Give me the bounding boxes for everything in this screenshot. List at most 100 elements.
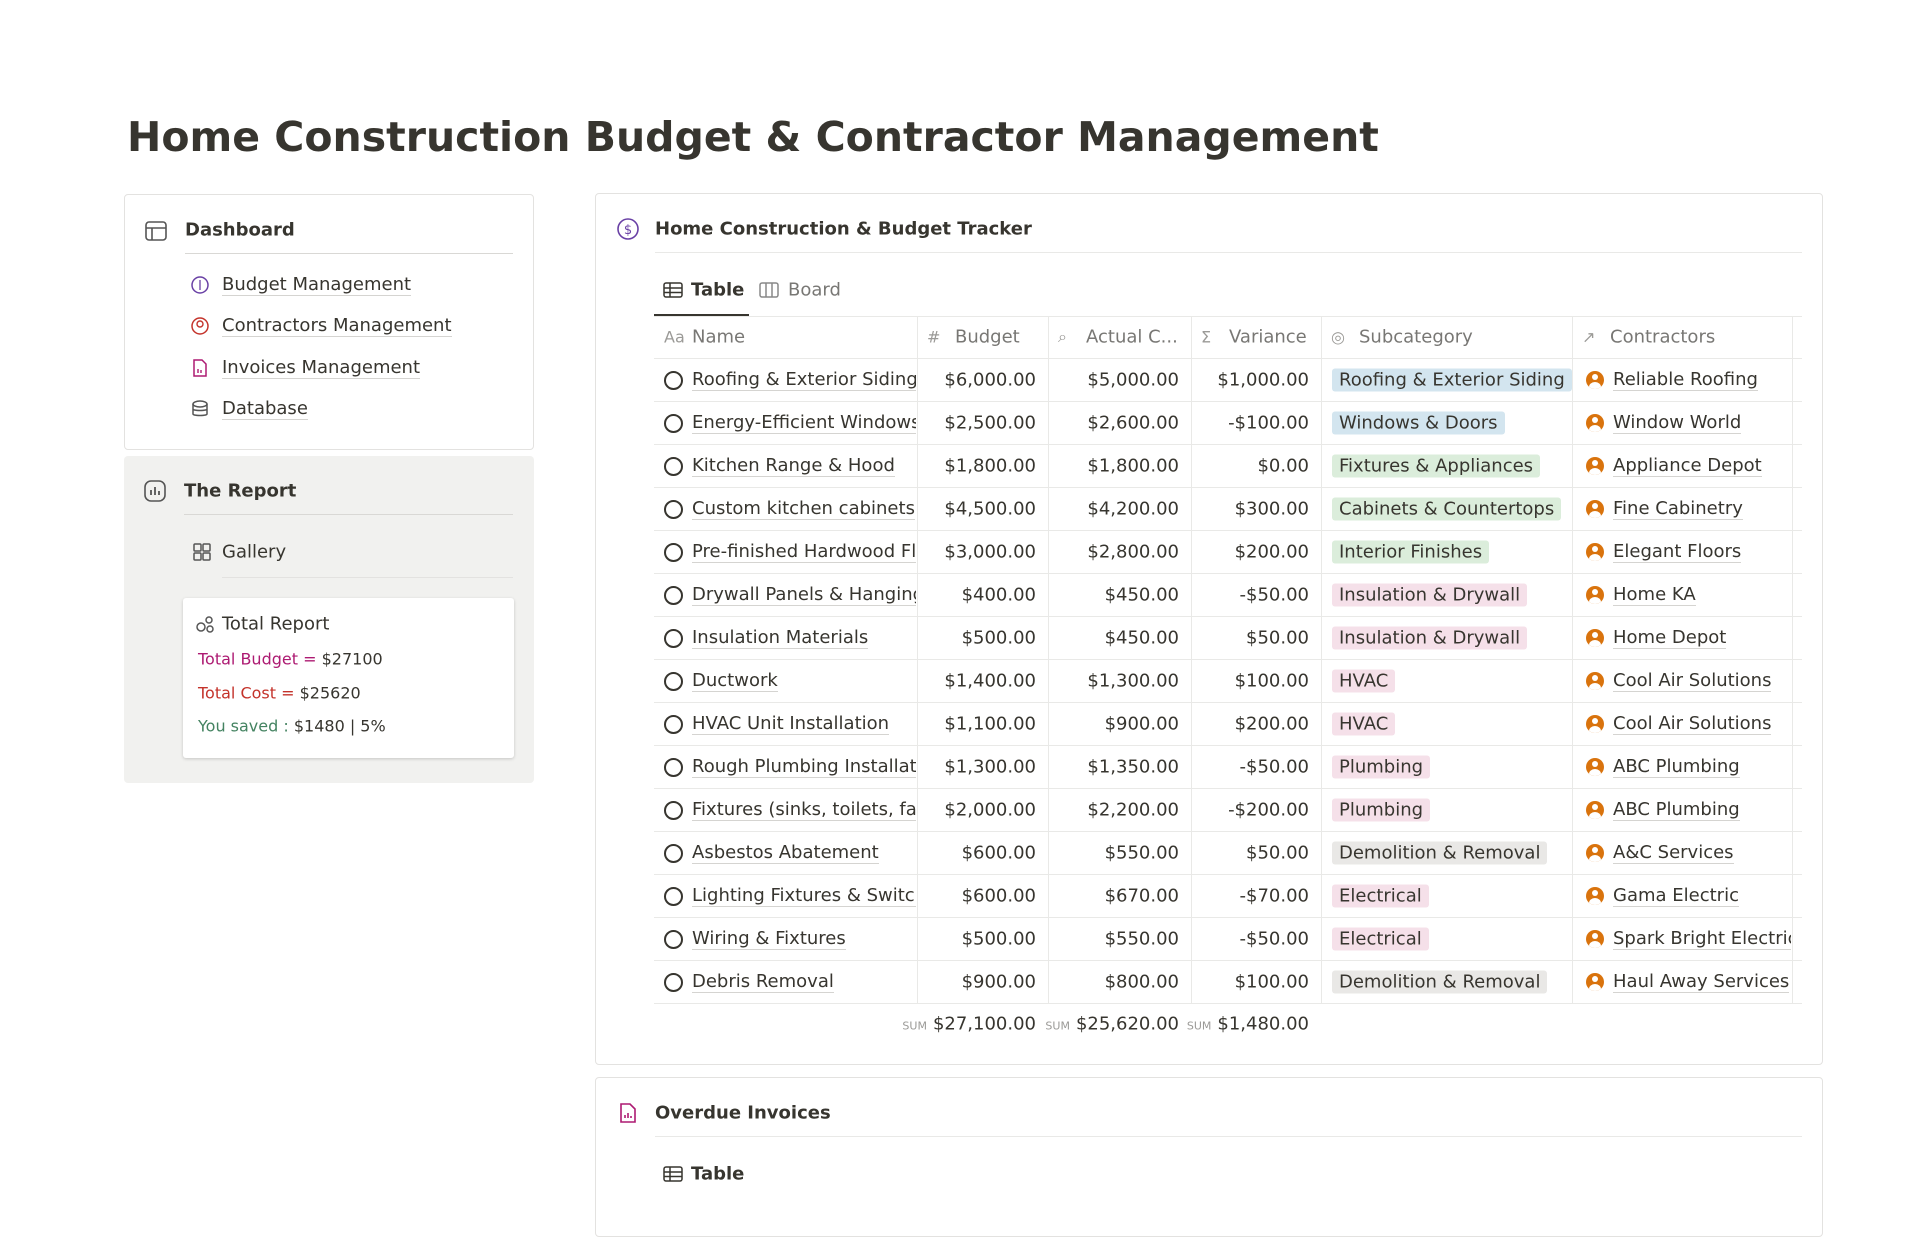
row-divider xyxy=(654,487,1802,488)
status-circle xyxy=(664,456,683,476)
contractor-link[interactable]: ABC Plumbing xyxy=(1613,798,1740,821)
subcategory-tag: Insulation & Drywall xyxy=(1332,583,1528,606)
column-icon: # xyxy=(927,327,941,347)
contractor-icon xyxy=(1586,628,1604,647)
icon-body xyxy=(1589,854,1601,862)
row-name[interactable]: Lighting Fixtures & Switch xyxy=(692,884,916,907)
view-tab[interactable]: Table xyxy=(691,1163,745,1185)
money-cell: $2,500.00 xyxy=(944,412,1036,433)
icon-body xyxy=(1589,983,1601,991)
report-value: $25620 xyxy=(299,683,361,702)
page-link[interactable]: Database xyxy=(222,397,308,420)
report-value: $1480 | 5% xyxy=(293,716,386,736)
row-divider xyxy=(654,358,1802,359)
subcategory-tag: HVAC xyxy=(1332,669,1396,692)
icon-head xyxy=(1592,846,1598,853)
contractor-link[interactable]: Appliance Depot xyxy=(1613,454,1762,477)
column-icon: ⌕ xyxy=(1058,327,1067,346)
row-name[interactable]: Pre-finished Hardwood Fl xyxy=(692,540,916,563)
icon-body xyxy=(1589,682,1601,690)
subcategory-tag: Demolition & Removal xyxy=(1332,841,1548,864)
view-tab[interactable]: Board xyxy=(788,279,841,301)
money-cell: $1,800.00 xyxy=(944,455,1036,476)
column-header[interactable]: Actual C... xyxy=(1086,326,1178,348)
subcategory-tag: Interior Finishes xyxy=(1332,540,1490,563)
money-cell: $2,800.00 xyxy=(1087,541,1179,562)
status-circle xyxy=(664,843,683,863)
row-name[interactable]: Ductwork xyxy=(692,669,778,692)
row-name[interactable]: Wiring & Fixtures xyxy=(692,927,846,950)
money-cell: -$70.00 xyxy=(1239,885,1309,906)
link-icon xyxy=(191,276,209,294)
contractor-link[interactable]: Elegant Floors xyxy=(1613,540,1742,563)
money-cell: $5,000.00 xyxy=(1087,369,1179,390)
contractor-link[interactable]: Cool Air Solutions xyxy=(1613,669,1772,692)
row-name[interactable]: Drywall Panels & Hanging xyxy=(692,583,916,606)
row-name[interactable]: Roofing & Exterior Siding xyxy=(692,368,916,391)
gallery-tab[interactable]: Gallery xyxy=(222,541,287,563)
contractor-link[interactable]: Home Depot xyxy=(1613,626,1727,649)
contractor-link[interactable]: Spark Bright Electric xyxy=(1613,927,1791,950)
column-header[interactable]: Subcategory xyxy=(1359,326,1473,348)
contractor-link[interactable]: Fine Cabinetry xyxy=(1613,497,1743,520)
row-divider xyxy=(654,659,1802,660)
report-label: Total Budget = xyxy=(198,649,317,669)
board-icon xyxy=(759,282,779,298)
page-link[interactable]: Budget Management xyxy=(222,274,412,296)
icon-body xyxy=(1589,897,1601,905)
tracker-title[interactable]: Home Construction & Budget Tracker xyxy=(655,218,1032,240)
contractor-icon xyxy=(1586,370,1604,389)
view-tab[interactable]: Table xyxy=(691,279,745,301)
report-card[interactable] xyxy=(183,598,514,758)
table-icon xyxy=(663,282,683,298)
gallery-icon xyxy=(193,543,211,561)
contractor-link[interactable]: Window World xyxy=(1613,411,1742,434)
row-divider xyxy=(654,444,1802,445)
row-name[interactable]: HVAC Unit Installation xyxy=(692,712,890,735)
subcategory-tag: Demolition & Removal xyxy=(1332,970,1548,993)
money-cell: $3,000.00 xyxy=(944,541,1036,562)
money-cell: -$200.00 xyxy=(1228,799,1309,820)
row-name[interactable]: Energy-Efficient Windows xyxy=(692,411,916,434)
invoices-title[interactable]: Overdue Invoices xyxy=(655,1102,831,1124)
icon-body xyxy=(1589,811,1601,819)
total-cell: SUM $1,480.00 xyxy=(1187,1014,1309,1035)
icon-body xyxy=(1589,381,1601,389)
money-cell: $0.00 xyxy=(1257,455,1309,476)
row-divider xyxy=(654,917,1802,918)
status-circle xyxy=(664,972,683,992)
page-link[interactable]: Contractors Management xyxy=(222,315,452,338)
link-icon xyxy=(192,400,208,417)
row-name[interactable]: Debris Removal xyxy=(692,970,834,993)
contractor-link[interactable]: ABC Plumbing xyxy=(1613,755,1740,778)
row-name[interactable]: Kitchen Range & Hood xyxy=(692,454,895,477)
money-cell: $100.00 xyxy=(1234,670,1309,691)
column-icon: Σ xyxy=(1201,327,1212,347)
contractor-link[interactable]: Haul Away Services xyxy=(1613,970,1790,993)
column-header[interactable]: Name xyxy=(692,326,746,348)
money-cell: $200.00 xyxy=(1234,541,1309,562)
contractor-link[interactable]: Home KA xyxy=(1613,583,1696,606)
row-name[interactable]: Fixtures (sinks, toilets, fau xyxy=(692,798,916,821)
column-header[interactable]: Budget xyxy=(955,326,1020,348)
row-divider xyxy=(654,616,1802,617)
column-header[interactable]: Variance xyxy=(1229,326,1307,348)
status-circle xyxy=(664,757,683,777)
contractor-link[interactable]: Reliable Roofing xyxy=(1613,368,1758,391)
icon-head xyxy=(1592,975,1598,982)
row-name[interactable]: Custom kitchen cabinets xyxy=(692,497,915,520)
row-name[interactable]: Asbestos Abatement xyxy=(692,841,879,864)
contractor-link[interactable]: A&C Services xyxy=(1613,841,1734,864)
row-name[interactable]: Insulation Materials xyxy=(692,626,869,649)
contractor-link[interactable]: Cool Air Solutions xyxy=(1613,712,1772,735)
contractor-link[interactable]: Gama Electric xyxy=(1613,884,1739,907)
icon-head xyxy=(1592,416,1598,423)
money-cell: $300.00 xyxy=(1234,498,1309,519)
row-name[interactable]: Rough Plumbing Installatio xyxy=(692,755,916,778)
page-link[interactable]: Invoices Management xyxy=(222,356,421,379)
money-cell: $500.00 xyxy=(961,627,1036,648)
tracker-icon: $ xyxy=(617,218,639,240)
money-cell: $2,000.00 xyxy=(944,799,1036,820)
column-header[interactable]: Contractors xyxy=(1610,326,1716,348)
icon-body xyxy=(1589,940,1601,948)
